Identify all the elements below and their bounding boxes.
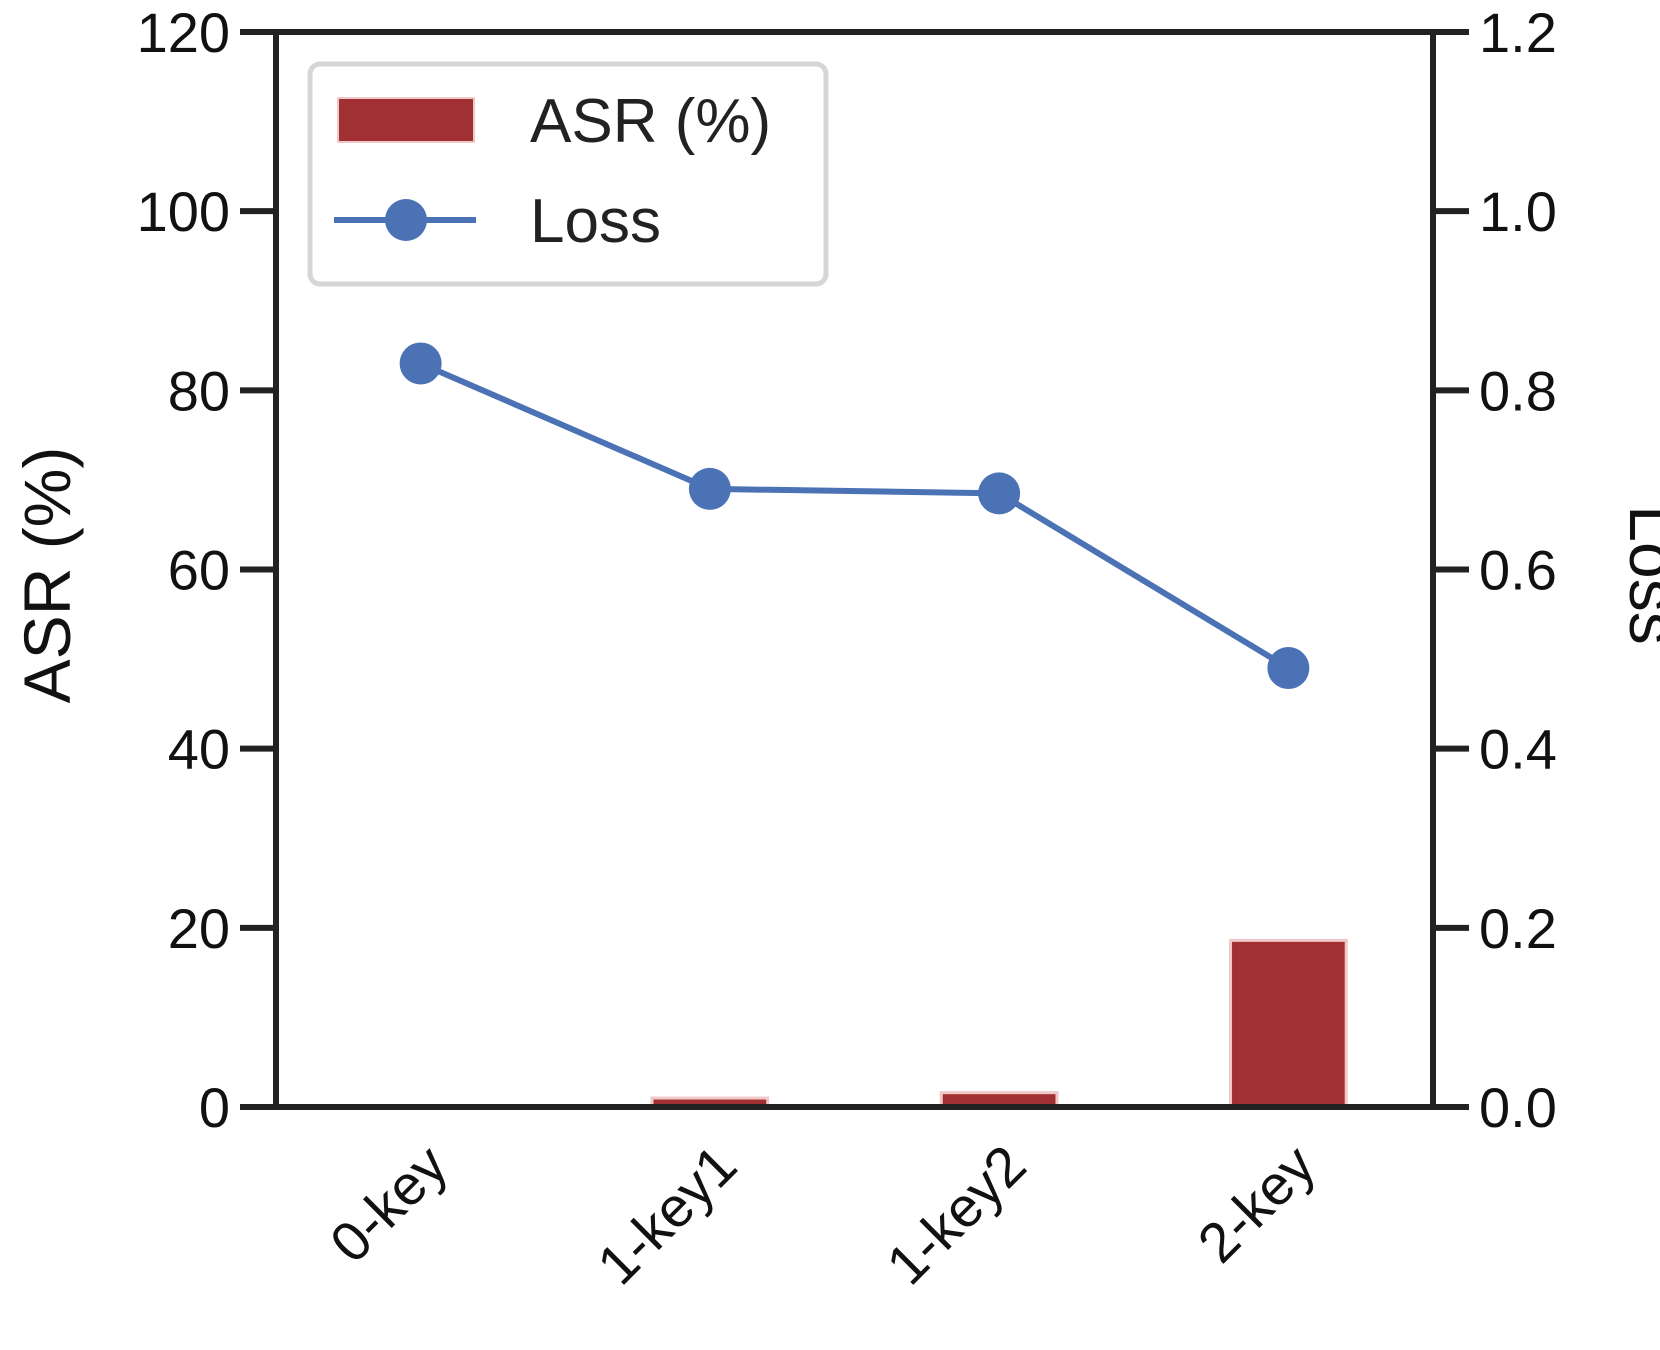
loss-point-1-key1 <box>688 467 731 510</box>
x-tick-label-1-key1: 1-key1 <box>585 1133 748 1296</box>
y-tick-label: 0 <box>199 1076 230 1139</box>
loss-point-2-key <box>1267 647 1310 690</box>
y2-tick-label: 0.6 <box>1479 539 1557 602</box>
bar-2-key <box>1229 938 1348 1109</box>
legend-label-asr: ASR (%) <box>530 87 771 156</box>
y-tick-label: 60 <box>168 539 230 602</box>
y2-tick-label: 0.0 <box>1479 1076 1557 1139</box>
legend: ASR (%) Loss <box>307 61 829 287</box>
legend-bar-swatch <box>337 97 475 143</box>
y-tick-label: 100 <box>137 180 230 243</box>
y-tick-label: 80 <box>168 359 230 422</box>
loss-point-0-key <box>399 342 442 385</box>
x-tick-label-2-key: 2-key <box>1185 1133 1326 1274</box>
bars-layer <box>650 938 1348 1109</box>
y2-tick-label: 0.8 <box>1479 359 1557 422</box>
y-axis-title: ASR (%) <box>10 447 84 704</box>
y-tick-label: 120 <box>137 1 230 64</box>
y2-tick-label: 1.0 <box>1479 180 1557 243</box>
legend-label-loss: Loss <box>530 187 661 256</box>
x-tick-label-1-key2: 1-key2 <box>874 1133 1037 1296</box>
x-tick-label-0-key: 0-key <box>318 1133 459 1274</box>
y-tick-label: 40 <box>168 718 230 781</box>
y2-tick-label: 1.2 <box>1479 1 1557 64</box>
y2-tick-label: 0.4 <box>1479 718 1557 781</box>
loss-point-1-key2 <box>978 472 1021 515</box>
y-tick-label: 20 <box>168 897 230 960</box>
legend-line-marker <box>385 199 427 241</box>
y2-axis-title: Loss <box>1616 505 1660 644</box>
loss-line <box>419 360 1290 671</box>
line-layer <box>399 342 1310 690</box>
y2-tick-label: 0.2 <box>1479 897 1557 960</box>
